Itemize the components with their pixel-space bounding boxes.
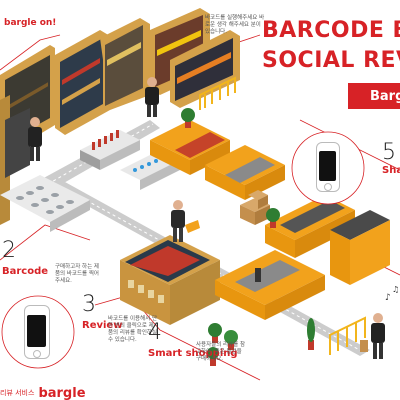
shelf-center-bottom xyxy=(120,235,220,325)
step-4-description: 사용자들의 리뷰를 참고하여, 좋은 물건을 구매하세요. xyxy=(196,342,246,362)
step-2-number: 2 xyxy=(2,238,16,263)
title-line-2: SOCIAL REV xyxy=(262,48,400,73)
smartphone-icon xyxy=(316,142,340,192)
potted-plants xyxy=(181,108,315,366)
title-line-1: BARCODE BA xyxy=(262,18,400,43)
smartphone-icon xyxy=(24,305,50,359)
cardboard-boxes xyxy=(240,190,270,225)
footer-small-text: 리뷰 서비스 xyxy=(0,389,35,397)
bargle-tag: Bargle xyxy=(348,83,400,109)
corner-label: bargle on! xyxy=(4,18,57,28)
svg-text:♪: ♪ xyxy=(385,293,391,303)
plant-3 xyxy=(208,323,222,343)
music-notes: ♪ ♫ xyxy=(385,285,399,303)
plant-6 xyxy=(207,347,219,366)
checkout-counters xyxy=(150,120,355,320)
plant-2 xyxy=(266,208,280,228)
plant-4 xyxy=(224,330,238,350)
top-description: 바코드를 실행해주세요 바로운 생각 해주세요 분이 있습니다. xyxy=(205,15,265,35)
plant-5 xyxy=(307,318,315,350)
step-2-description: 구매하고자 하는 제품의 바코드를 찍어 주세요. xyxy=(55,264,99,284)
shoppers xyxy=(28,77,385,359)
shopper-3 xyxy=(171,200,200,242)
step-5-number: 5 xyxy=(382,140,396,165)
display-tables xyxy=(80,130,180,190)
step-3-label: Review xyxy=(82,320,123,331)
svg-text:♫: ♫ xyxy=(392,285,399,294)
bargle-logo: bargle xyxy=(38,385,86,400)
shopper-4 xyxy=(360,313,385,359)
shelves-top-left xyxy=(0,8,240,155)
step-4-label: Smart shopping xyxy=(148,348,238,359)
step-4-number: 4 xyxy=(148,320,162,345)
step-3-description: 바코드를 이용해서 단 한 번의 클릭으로 제품의 리뷰를 확인하실 수 있습니… xyxy=(108,316,158,343)
right-counter xyxy=(330,210,390,285)
shelves-bottom-left xyxy=(0,175,90,232)
shopper-1 xyxy=(28,117,42,161)
step-2-label: Barcode xyxy=(2,266,49,277)
footer-brand: 리뷰 서비스 bargle xyxy=(0,386,86,400)
step-3-number: 3 xyxy=(82,292,96,317)
step-5-label: Share xyxy=(382,165,400,176)
entry-gates xyxy=(199,76,366,355)
shopper-2 xyxy=(145,77,159,117)
plant-1 xyxy=(181,108,195,128)
